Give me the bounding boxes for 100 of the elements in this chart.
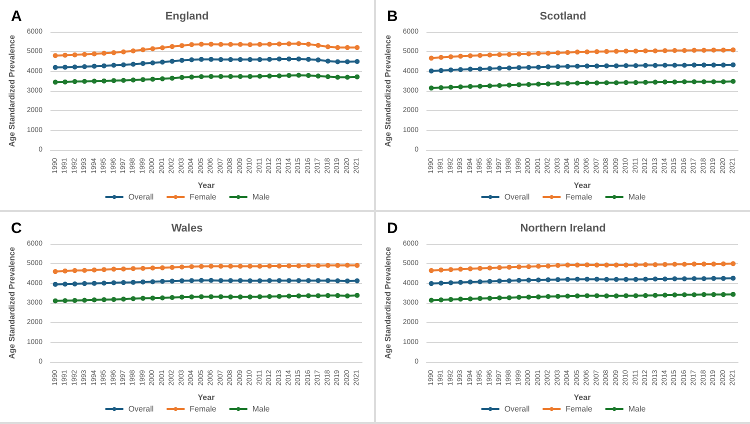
point [257,294,262,300]
point [565,276,570,282]
point [546,264,551,269]
point [662,79,668,84]
point [682,79,687,84]
point [448,67,454,72]
point [344,262,350,268]
point [711,292,716,298]
point [536,294,541,300]
point [238,74,243,79]
point [574,64,580,69]
point [574,293,580,298]
point [692,276,697,282]
point [179,58,184,63]
point [487,278,492,284]
point [344,74,350,80]
point [506,65,512,70]
chart-title: Northern Ireland [520,222,606,234]
point [228,74,234,79]
point [526,82,532,88]
point [594,276,600,282]
point [672,292,678,298]
point [672,79,678,84]
point [62,282,68,287]
point [286,294,292,299]
point [720,276,726,281]
y-axis-title: Age Standardized Prevalence [8,34,16,148]
point [316,278,321,284]
point [584,276,590,282]
x-axis-title: Year [198,392,215,402]
point [208,74,214,79]
point [179,278,184,284]
point [682,292,687,298]
point [150,279,156,284]
point [198,56,204,62]
point [701,276,706,282]
point [335,293,340,298]
point [276,264,282,269]
point [52,282,58,287]
point [428,281,434,286]
point [111,78,116,84]
point [506,278,512,284]
y-axis-title: Age Standardized Prevalence [384,34,392,148]
point [276,42,282,46]
point [438,54,444,60]
point [643,80,648,85]
point [179,294,184,300]
point [594,262,600,268]
point [208,264,214,269]
point [248,42,253,48]
point [208,294,214,300]
point [111,296,116,302]
point [160,76,165,82]
point [198,42,204,47]
point [316,74,321,79]
point [62,64,68,70]
point [633,293,638,298]
point [643,262,648,268]
point [496,82,502,88]
point [248,278,253,284]
point [516,294,522,300]
point [468,296,473,302]
point [306,278,311,284]
point [325,262,330,268]
point [238,278,243,284]
point [584,80,590,86]
point [120,280,126,286]
point [594,64,600,69]
point [701,62,706,68]
point [170,278,175,284]
x-axis-title: Year [198,180,215,190]
point [506,82,512,88]
point [428,268,434,274]
point [448,296,454,302]
point [72,281,78,286]
point [92,64,97,69]
point [458,54,464,59]
point [92,51,97,56]
point [344,59,350,64]
point [52,298,58,304]
point [62,268,68,274]
point [150,46,156,52]
point [102,63,107,68]
point [604,293,610,298]
point [189,74,194,80]
point [487,66,492,72]
legend-label: Male [628,192,646,202]
point [720,261,726,266]
point [218,57,224,62]
point [546,277,551,282]
point [160,60,165,65]
point [662,62,668,68]
point [565,262,570,268]
point [555,262,560,268]
point [633,276,638,282]
point [692,292,697,298]
point [296,263,302,268]
point [428,298,434,303]
point [565,80,570,86]
point [160,265,165,270]
